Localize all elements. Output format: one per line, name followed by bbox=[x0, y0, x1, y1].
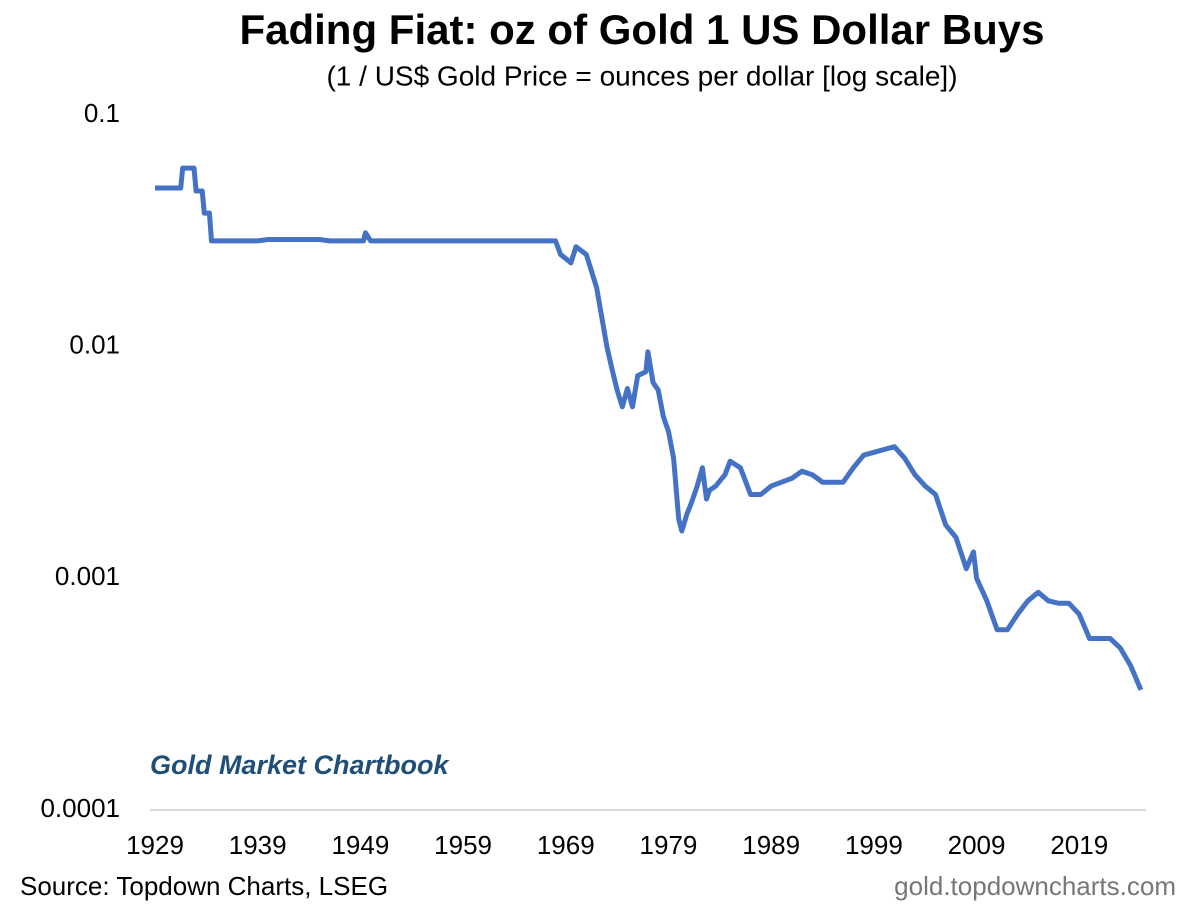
x-tick-label: 1959 bbox=[434, 830, 492, 860]
y-tick-label: 0.1 bbox=[84, 98, 120, 128]
x-tick-label: 1929 bbox=[126, 830, 184, 860]
x-tick-label: 1989 bbox=[742, 830, 800, 860]
x-tick-label: 1969 bbox=[537, 830, 595, 860]
data-line bbox=[155, 165, 1144, 691]
x-tick-label: 1979 bbox=[640, 830, 698, 860]
x-tick-label: 2019 bbox=[1050, 830, 1108, 860]
y-tick-label: 0.001 bbox=[55, 561, 120, 591]
y-tick-label: 0.01 bbox=[69, 330, 120, 360]
y-tick-label: 0.0001 bbox=[40, 793, 120, 823]
chart-subtitle: (1 / US$ Gold Price = ounces per dollar … bbox=[326, 60, 957, 91]
source: Source: Topdown Charts, LSEG bbox=[20, 871, 388, 901]
x-tick-label: 1949 bbox=[331, 830, 389, 860]
chart-title: Fading Fiat: oz of Gold 1 US Dollar Buys bbox=[239, 6, 1044, 53]
x-tick-label: 2009 bbox=[948, 830, 1006, 860]
x-tick-label: 1999 bbox=[845, 830, 903, 860]
watermark: gold.topdowncharts.com bbox=[894, 871, 1176, 901]
annotation: Gold Market Chartbook bbox=[150, 750, 451, 780]
x-tick-label: 1939 bbox=[229, 830, 287, 860]
